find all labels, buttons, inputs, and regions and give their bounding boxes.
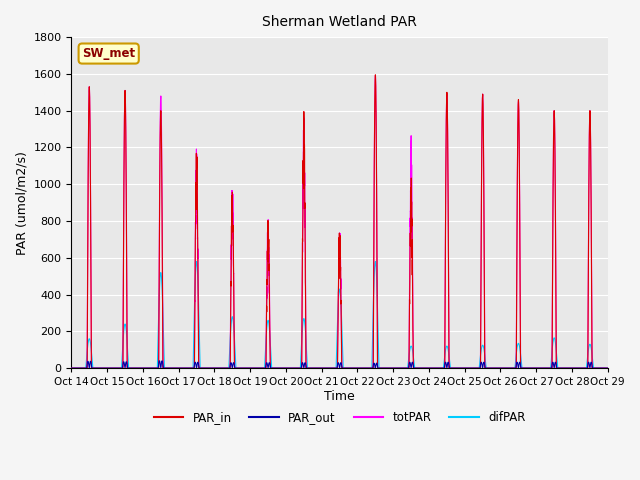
difPAR xyxy=(604,365,612,371)
PAR_out xyxy=(156,358,163,364)
PAR_in xyxy=(430,365,438,371)
totPAR xyxy=(604,365,612,371)
PAR_in xyxy=(68,365,76,371)
difPAR xyxy=(490,365,498,371)
PAR_in xyxy=(460,365,467,371)
X-axis label: Time: Time xyxy=(324,390,355,403)
totPAR xyxy=(460,365,467,371)
difPAR xyxy=(68,365,76,371)
Line: totPAR: totPAR xyxy=(72,76,608,368)
PAR_out xyxy=(68,365,76,371)
Line: PAR_out: PAR_out xyxy=(72,361,608,368)
PAR_out xyxy=(604,365,611,371)
difPAR xyxy=(430,365,438,371)
difPAR xyxy=(193,259,200,264)
totPAR xyxy=(490,365,498,371)
Line: difPAR: difPAR xyxy=(72,262,608,368)
Y-axis label: PAR (umol/m2/s): PAR (umol/m2/s) xyxy=(15,151,28,254)
PAR_in xyxy=(490,365,498,371)
PAR_out xyxy=(490,365,498,371)
totPAR xyxy=(68,365,76,371)
PAR_out xyxy=(604,365,612,371)
PAR_out xyxy=(164,365,172,371)
PAR_in xyxy=(372,72,380,78)
Line: PAR_in: PAR_in xyxy=(72,75,608,368)
difPAR xyxy=(460,365,467,371)
difPAR xyxy=(164,365,172,371)
difPAR xyxy=(604,365,611,371)
totPAR xyxy=(164,365,172,371)
PAR_in xyxy=(319,365,327,371)
Text: SW_met: SW_met xyxy=(82,47,135,60)
Legend: PAR_in, PAR_out, totPAR, difPAR: PAR_in, PAR_out, totPAR, difPAR xyxy=(148,406,531,429)
PAR_out xyxy=(430,365,438,371)
PAR_out xyxy=(319,365,327,371)
PAR_in xyxy=(604,365,612,371)
PAR_in xyxy=(164,365,172,371)
totPAR xyxy=(319,365,327,371)
totPAR xyxy=(430,365,438,371)
totPAR xyxy=(604,365,611,371)
totPAR xyxy=(372,73,380,79)
PAR_out xyxy=(460,365,467,371)
PAR_in xyxy=(604,365,611,371)
difPAR xyxy=(319,365,327,371)
Title: Sherman Wetland PAR: Sherman Wetland PAR xyxy=(262,15,417,29)
